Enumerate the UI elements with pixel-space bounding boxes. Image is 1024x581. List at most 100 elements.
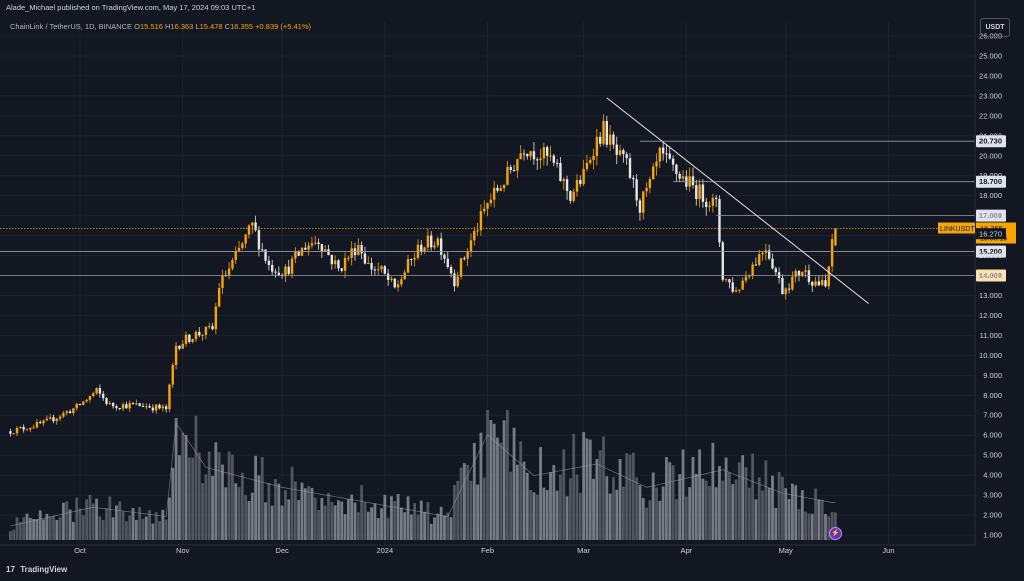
volume-bar xyxy=(416,514,420,540)
volume-bar xyxy=(227,451,231,540)
candle-body xyxy=(155,404,158,411)
volume-bar xyxy=(479,432,483,540)
volume-bar xyxy=(353,502,357,540)
volume-bar xyxy=(22,517,26,540)
volume-bar xyxy=(598,450,602,540)
volume-bar xyxy=(701,478,705,540)
price-axis: 1.000 2.000 3.000 4.000 5.000 6.000 7.000 8.000… xyxy=(979,32,1002,540)
candle-body xyxy=(426,235,430,248)
volume-bar xyxy=(270,505,274,540)
ohlc-low-label: L xyxy=(195,22,200,31)
candle-body xyxy=(420,244,423,252)
volume-bar xyxy=(277,483,281,540)
volume-bar xyxy=(436,513,440,540)
candle-body xyxy=(615,144,618,155)
volume-bar xyxy=(134,519,138,540)
volume-bar xyxy=(724,457,728,540)
candle-body xyxy=(410,259,413,261)
candle-body xyxy=(469,240,473,252)
volume-bar xyxy=(340,501,344,540)
candle-body xyxy=(29,427,32,430)
y-tick-label: 5.000 xyxy=(983,451,1002,460)
candle-body xyxy=(774,268,777,273)
candle-body xyxy=(509,166,512,171)
y-tick-label: 20.000 xyxy=(979,151,1002,160)
volume-bar xyxy=(691,457,695,540)
candle-body xyxy=(121,404,125,409)
volume-bar xyxy=(655,487,658,540)
x-tick-label: Nov xyxy=(176,546,190,555)
volume-bar xyxy=(761,490,764,540)
volume-bar xyxy=(509,471,513,540)
candle-body xyxy=(284,266,287,277)
y-tick-label: 4.000 xyxy=(983,471,1002,480)
volume-bar xyxy=(423,511,426,540)
volume-bar xyxy=(449,517,453,540)
candle-body xyxy=(506,166,509,185)
candle-body xyxy=(545,147,549,156)
candle-body xyxy=(151,407,155,411)
candle-body xyxy=(827,266,831,287)
candle-body xyxy=(367,262,370,264)
volume-bar xyxy=(386,517,390,540)
candle-body xyxy=(761,252,764,255)
volume-bar xyxy=(496,437,499,540)
candle-body xyxy=(569,191,572,201)
level-tag-label: 18.700 xyxy=(979,177,1002,186)
candle-body xyxy=(184,334,188,344)
volume-bar xyxy=(757,477,761,540)
volume-bar xyxy=(234,483,238,540)
volume-bar xyxy=(515,464,519,540)
x-tick-label: Apr xyxy=(681,546,693,555)
volume-bar xyxy=(453,484,456,540)
candle-body xyxy=(668,153,671,159)
symbol-name: ChainLink / TetherUS, 1D, BINANCE xyxy=(10,22,132,31)
volume-bar xyxy=(396,494,400,540)
volume-bar xyxy=(810,513,814,540)
candle-body xyxy=(244,234,247,244)
candle-body xyxy=(307,245,310,250)
volume-bar xyxy=(197,452,201,540)
volume-bar xyxy=(38,510,42,540)
candle-body xyxy=(254,222,257,231)
tradingview-logo-icon: 17 xyxy=(6,565,15,574)
candle-body xyxy=(297,251,300,256)
volume-bar xyxy=(363,502,367,540)
candle-body xyxy=(343,258,347,271)
volume-bar xyxy=(747,487,751,540)
volume-bar xyxy=(512,427,516,540)
volume-bar xyxy=(781,476,784,540)
volume-bar xyxy=(565,496,569,540)
candle-body xyxy=(115,406,118,408)
candle-body xyxy=(436,238,440,246)
candle-body xyxy=(585,162,589,169)
volume-bar xyxy=(260,457,264,540)
tradingview-brand[interactable]: 17 TradingView xyxy=(6,565,67,574)
candle-body xyxy=(370,262,373,270)
candle-body xyxy=(807,270,811,283)
volume-bar xyxy=(81,515,85,540)
volume-bar xyxy=(207,451,211,540)
volume-bar xyxy=(522,461,526,540)
candle-body xyxy=(247,225,251,235)
lightning-icon[interactable]: ⚡ xyxy=(829,527,842,540)
candle-body xyxy=(131,403,135,405)
volume-bar xyxy=(350,494,354,540)
candle-body xyxy=(758,254,761,265)
candle-body xyxy=(294,251,297,259)
candle-body xyxy=(377,269,380,271)
candle-body xyxy=(714,197,718,200)
volume-bar xyxy=(585,438,589,540)
y-tick-label: 10.000 xyxy=(979,351,1002,360)
volume-bar xyxy=(111,517,115,540)
candle-body xyxy=(347,257,350,259)
volume-bar xyxy=(250,492,254,540)
volume-bar xyxy=(290,466,294,540)
candle-body xyxy=(559,162,562,182)
candle-body xyxy=(158,404,161,409)
currency-button[interactable]: USDT xyxy=(980,18,1010,37)
candle-body xyxy=(648,179,652,188)
candle-body xyxy=(304,247,307,250)
candle-body xyxy=(317,242,320,245)
